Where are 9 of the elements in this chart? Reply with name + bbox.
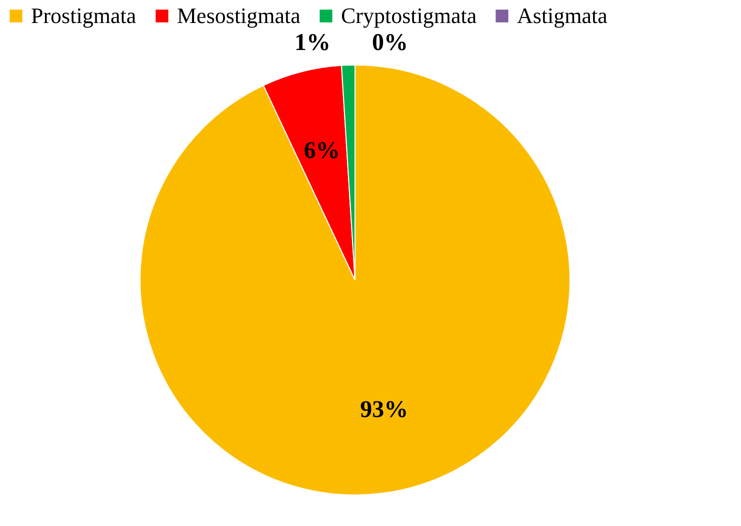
data-label: 6%	[304, 138, 340, 164]
data-label: 93%	[360, 397, 408, 424]
legend-label: Mesostigmata	[177, 3, 301, 28]
legend-label: Prostigmata	[31, 3, 136, 28]
text: 0%	[372, 30, 408, 56]
legend-label: Cryptostigmata	[341, 3, 477, 28]
pie-slice	[140, 64, 570, 496]
data-label: 1%	[294, 30, 331, 56]
legend-label: Astigmata	[517, 3, 608, 28]
